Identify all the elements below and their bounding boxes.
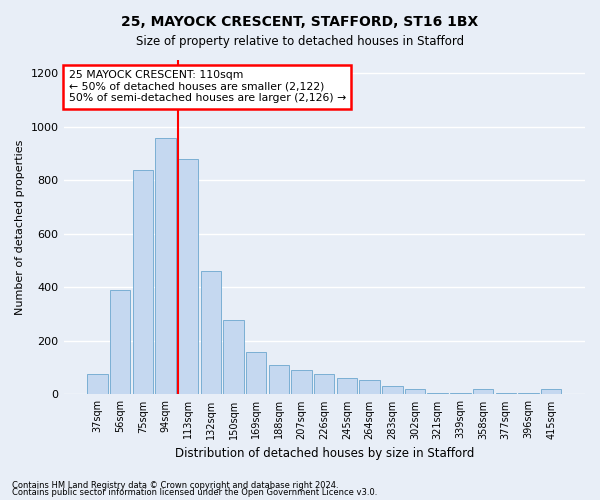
Text: 25 MAYOCK CRESCENT: 110sqm
← 50% of detached houses are smaller (2,122)
50% of s: 25 MAYOCK CRESCENT: 110sqm ← 50% of deta… [69,70,346,103]
Bar [178,159,199,394]
Bar [382,386,403,394]
Bar [359,380,380,394]
Bar [427,393,448,394]
Bar [496,393,516,394]
Bar [269,365,289,394]
Bar [405,389,425,394]
Bar [155,138,176,394]
Text: Size of property relative to detached houses in Stafford: Size of property relative to detached ho… [136,35,464,48]
Text: Contains public sector information licensed under the Open Government Licence v3: Contains public sector information licen… [12,488,377,497]
Text: 25, MAYOCK CRESCENT, STAFFORD, ST16 1BX: 25, MAYOCK CRESCENT, STAFFORD, ST16 1BX [121,15,479,29]
Bar [541,389,561,394]
Bar [337,378,357,394]
Bar [133,170,153,394]
Bar [246,352,266,395]
Bar [110,290,130,395]
Bar [223,320,244,394]
Bar [473,389,493,394]
Bar [450,393,470,394]
X-axis label: Distribution of detached houses by size in Stafford: Distribution of detached houses by size … [175,447,474,460]
Bar [314,374,334,394]
Bar [518,393,539,394]
Bar [87,374,107,394]
Y-axis label: Number of detached properties: Number of detached properties [15,140,25,315]
Bar [200,272,221,394]
Bar [292,370,312,394]
Text: Contains HM Land Registry data © Crown copyright and database right 2024.: Contains HM Land Registry data © Crown c… [12,480,338,490]
